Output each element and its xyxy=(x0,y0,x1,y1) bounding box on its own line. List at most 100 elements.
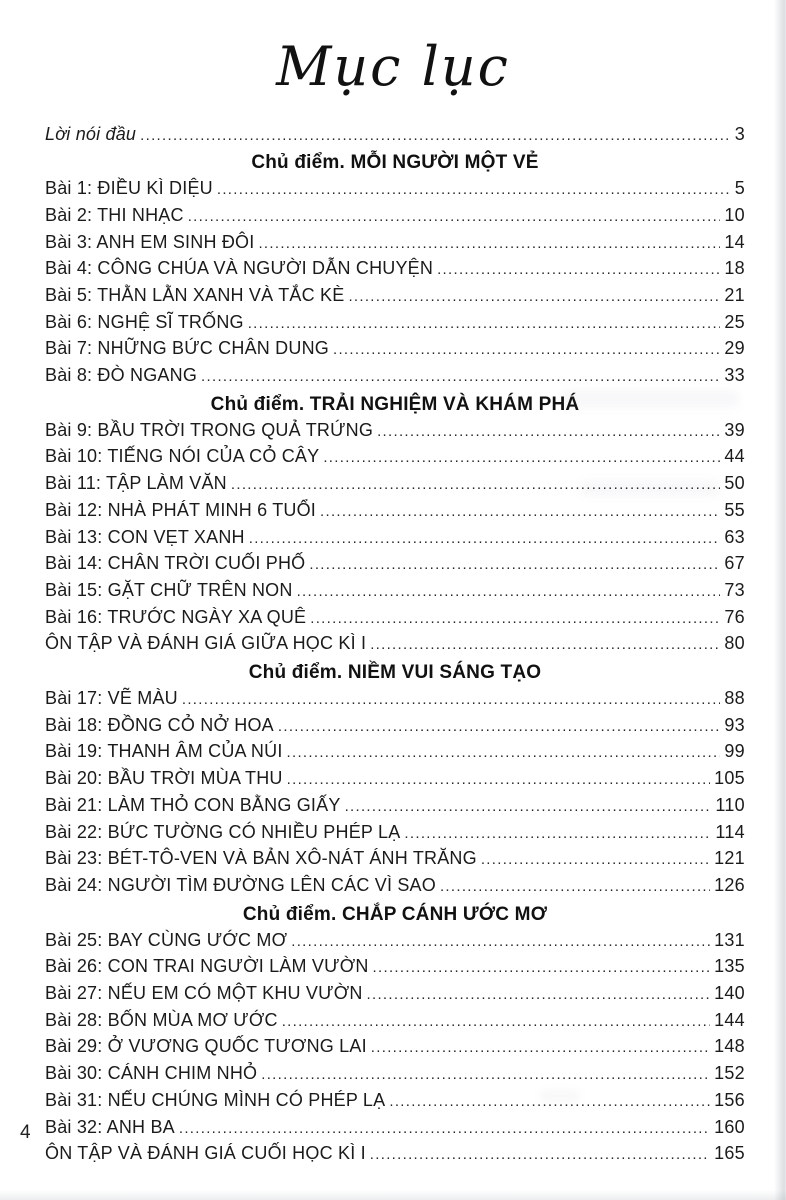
entry-label: Bài 13: CON VẸT XANH xyxy=(45,526,245,547)
dot-leader: ........................................… xyxy=(323,449,720,467)
entry-label: Bài 24: NGƯỜI TÌM ĐƯỜNG LÊN CÁC VÌ SAO xyxy=(45,874,436,895)
toc-entry: ÔN TẬP VÀ ĐÁNH GIÁ GIỮA HỌC KÌ I........… xyxy=(45,631,745,658)
toc-entry: Bài 30: CÁNH CHIM NHỎ...................… xyxy=(45,1061,745,1088)
dot-leader: ........................................… xyxy=(369,1146,710,1164)
entry-label: Bài 26: CON TRAI NGƯỜI LÀM VƯỜN xyxy=(45,956,369,977)
toc-entry: Bài 7: NHỮNG BỨC CHÂN DUNG..............… xyxy=(45,336,745,363)
entry-label: Bài 18: ĐỒNG CỎ NỞ HOA xyxy=(45,714,274,735)
toc-entry: Bài 18: ĐỒNG CỎ NỞ HOA..................… xyxy=(45,713,745,740)
dot-leader: ........................................… xyxy=(230,476,721,494)
toc-entry: Bài 25: BAY CÙNG ƯỚC MƠ.................… xyxy=(45,928,745,955)
toc-entry: Bài 9: BẦU TRỜI TRONG QUẢ TRỨNG.........… xyxy=(45,418,745,445)
dot-leader: ........................................… xyxy=(178,1119,710,1137)
entry-page-number: 44 xyxy=(724,446,745,467)
dot-leader: ........................................… xyxy=(286,771,710,789)
dot-leader: ........................................… xyxy=(140,127,731,145)
toc-entry: Bài 2: THI NHẠC.........................… xyxy=(45,203,745,230)
entry-page-number: 156 xyxy=(714,1089,745,1110)
dot-leader: ........................................… xyxy=(344,797,712,815)
entry-label: Bài 15: GẶT CHỮ TRÊN NON xyxy=(45,579,293,600)
entry-label: Bài 1: ĐIỀU KÌ DIỆU xyxy=(45,178,213,199)
entry-label: Bài 10: TIẾNG NÓI CỦA CỎ CÂY xyxy=(45,446,320,467)
entry-page-number: 67 xyxy=(724,553,745,574)
toc-entry: Bài 23: BÉT-TÔ-VEN VÀ BẢN XÔ-NÁT ÁNH TRĂ… xyxy=(45,846,745,873)
entry-page-number: 63 xyxy=(724,526,745,547)
entry-label: Bài 16: TRƯỚC NGÀY XA QUÊ xyxy=(45,606,307,627)
entry-page-number: 160 xyxy=(714,1116,745,1137)
entry-page-number: 25 xyxy=(724,311,745,332)
toc-entry: Bài 28: BỐN MÙA MƠ ƯỚC..................… xyxy=(45,1008,745,1035)
dot-leader: ........................................… xyxy=(291,932,710,950)
dot-leader: ........................................… xyxy=(258,234,720,252)
section-heading: Chủ điểm. NIỀM VUI SÁNG TẠO xyxy=(248,662,542,684)
toc-entry: Bài 12: NHÀ PHÁT MINH 6 TUỔI............… xyxy=(45,498,745,525)
toc-entry: Bài 11: TẬP LÀM VĂN.....................… xyxy=(45,471,745,498)
entry-page-number: 73 xyxy=(724,579,745,600)
entry-label: Bài 29: Ở VƯƠNG QUỐC TƯƠNG LAI xyxy=(45,1036,367,1057)
entry-page-number: 21 xyxy=(724,284,745,305)
dot-leader: ........................................… xyxy=(309,556,720,574)
toc-entry: Bài 16: TRƯỚC NGÀY XA QUÊ...............… xyxy=(45,605,745,632)
dot-leader: ........................................… xyxy=(370,636,721,654)
entry-page-number: 88 xyxy=(724,688,745,709)
dot-leader: ........................................… xyxy=(480,851,711,869)
entry-page-number: 39 xyxy=(724,419,745,440)
toc-entry: Bài 24: NGƯỜI TÌM ĐƯỜNG LÊN CÁC VÌ SAO..… xyxy=(45,873,745,900)
toc-entry: Bài 8: ĐÒ NGANG.........................… xyxy=(45,363,745,390)
entry-label: Bài 30: CÁNH CHIM NHỎ xyxy=(45,1063,258,1084)
entry-page-number: 105 xyxy=(714,768,745,789)
toc-entry: Bài 10: TIẾNG NÓI CỦA CỎ CÂY............… xyxy=(45,444,745,471)
entry-page-number: 114 xyxy=(715,821,745,842)
toc-entry: Bài 14: CHÂN TRỜI CUỐI PHỐ..............… xyxy=(45,551,745,578)
dot-leader: ........................................… xyxy=(281,1012,710,1030)
dot-leader: ........................................… xyxy=(370,1039,710,1057)
toc-entry: Bài 5: THẰN LẰN XANH VÀ TẮC KÈ..........… xyxy=(45,283,745,310)
scan-edge-shadow xyxy=(774,0,786,1200)
entry-page-number: 148 xyxy=(714,1036,745,1057)
entry-label: Bài 7: NHỮNG BỨC CHÂN DUNG xyxy=(45,338,329,359)
entry-label: Bài 14: CHÂN TRỜI CUỐI PHỐ xyxy=(45,553,306,574)
dot-leader: ........................................… xyxy=(404,824,712,842)
dot-leader: ........................................… xyxy=(332,341,721,359)
entry-page-number: 5 xyxy=(734,178,745,199)
toc-entry: Bài 17: VẼ MÀU..........................… xyxy=(45,686,745,713)
toc-entry: Bài 26: CON TRAI NGƯỜI LÀM VƯỜN.........… xyxy=(45,954,745,981)
toc-entry: Bài 32: ANH BA..........................… xyxy=(45,1115,745,1142)
entry-label: ÔN TẬP VÀ ĐÁNH GIÁ CUỐI HỌC KÌ I xyxy=(45,1143,366,1164)
page-title: Mục lục xyxy=(276,35,510,98)
toc-entry: Bài 27: NẾU EM CÓ MỘT KHU VƯỜN..........… xyxy=(45,981,745,1008)
dot-leader: ........................................… xyxy=(187,207,721,225)
dot-leader: ........................................… xyxy=(437,261,721,279)
toc-entry: Bài 1: ĐIỀU KÌ DIỆU.....................… xyxy=(45,176,745,203)
entry-page-number: 131 xyxy=(714,929,745,950)
toc-entry: Bài 22: BỨC TƯỜNG CÓ NHIỀU PHÉP LẠ......… xyxy=(45,820,745,847)
entry-label: Bài 19: THANH ÂM CỦA NÚI xyxy=(45,741,283,762)
page-number: 4 xyxy=(20,1122,31,1143)
entry-label: Bài 2: THI NHẠC xyxy=(45,204,184,225)
dot-leader: ........................................… xyxy=(310,609,721,627)
toc-entry: Bài 13: CON VẸT XANH....................… xyxy=(45,525,745,552)
dot-leader: ........................................… xyxy=(439,877,710,895)
entry-page-number: 29 xyxy=(724,338,745,359)
toc-entry: Bài 4: CÔNG CHÚA VÀ NGƯỜI DẪN CHUYỆN....… xyxy=(45,256,745,283)
entry-page-number: 80 xyxy=(724,633,745,654)
entry-label: Bài 5: THẰN LẰN XANH VÀ TẮC KÈ xyxy=(45,284,345,305)
entry-page-number: 144 xyxy=(714,1009,745,1030)
dot-leader: ........................................… xyxy=(247,314,721,332)
entry-page-number: 18 xyxy=(724,258,745,279)
entry-label: Bài 27: NẾU EM CÓ MỘT KHU VƯỜN xyxy=(45,983,363,1004)
entry-page-number: 126 xyxy=(714,874,745,895)
dot-leader: ........................................… xyxy=(320,502,720,520)
entry-label: Bài 17: VẼ MÀU xyxy=(45,688,178,709)
entry-label: Bài 28: BỐN MÙA MƠ ƯỚC xyxy=(45,1009,278,1030)
toc-entry: Bài 29: Ở VƯƠNG QUỐC TƯƠNG LAI..........… xyxy=(45,1034,745,1061)
entry-label: Bài 32: ANH BA xyxy=(45,1116,175,1137)
toc-entry: Bài 20: BẦU TRỜI MÙA THU................… xyxy=(45,766,745,793)
toc-entry: Bài 31: NẾU CHÚNG MÌNH CÓ PHÉP LẠ.......… xyxy=(45,1088,745,1115)
entry-page-number: 152 xyxy=(714,1063,745,1084)
dot-leader: ........................................… xyxy=(261,1066,710,1084)
toc-entry: Bài 19: THANH ÂM CỦA NÚI................… xyxy=(45,739,745,766)
dot-leader: ........................................… xyxy=(366,986,711,1004)
toc-entry: Bài 6: NGHỆ SĨ TRỐNG....................… xyxy=(45,310,745,337)
dot-leader: ........................................… xyxy=(216,181,731,199)
